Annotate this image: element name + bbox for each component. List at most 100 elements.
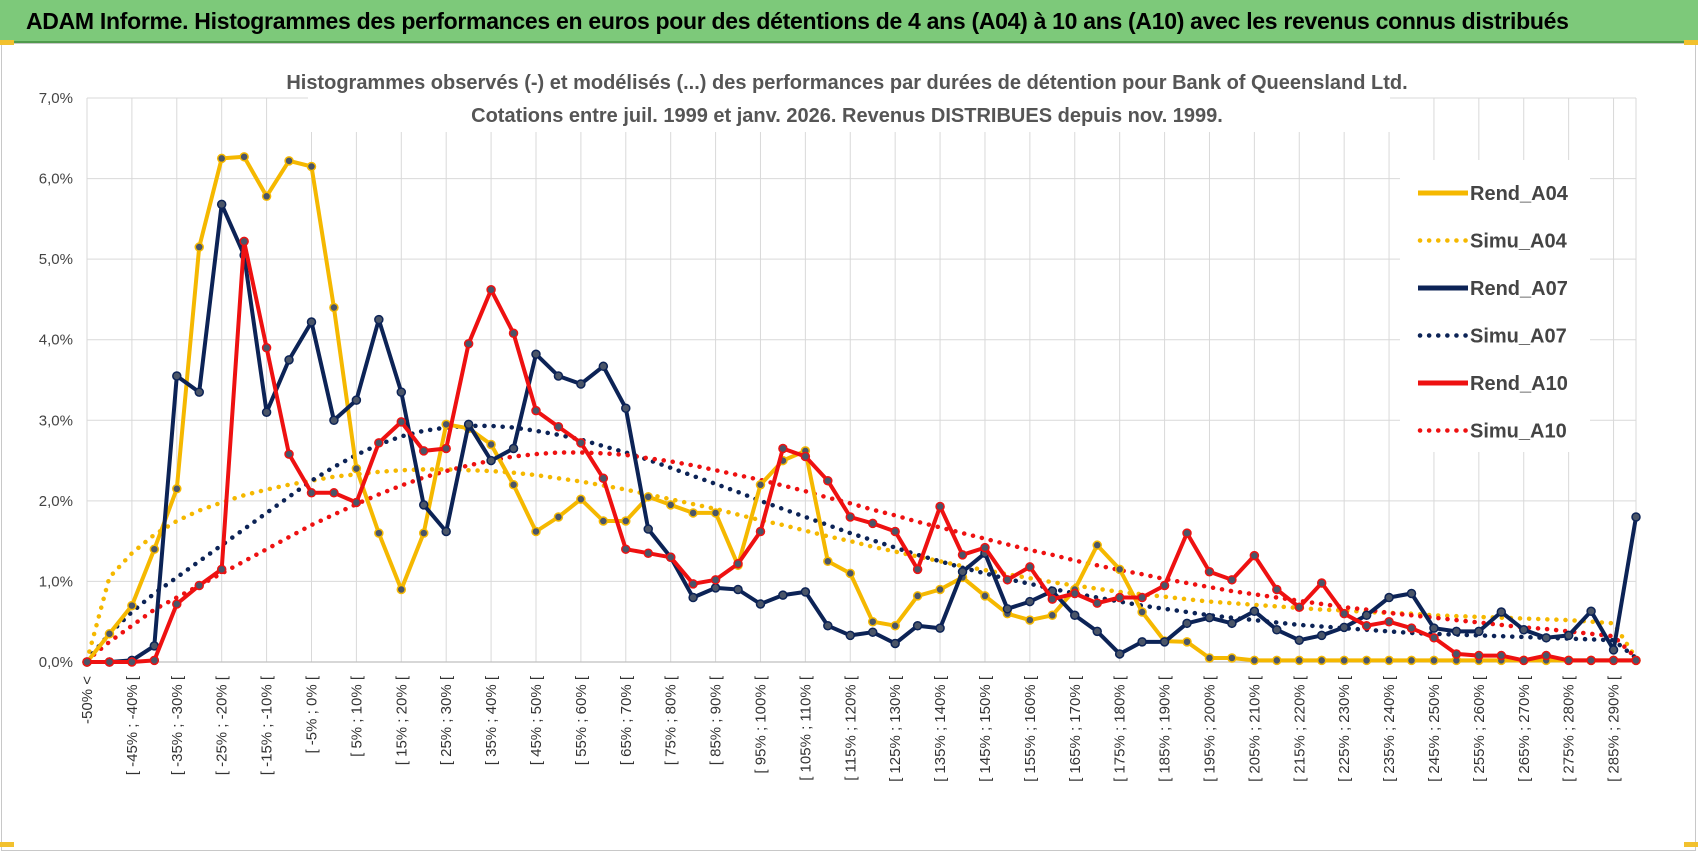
x-tick-label: [ 225% ; 230% [	[1336, 675, 1353, 782]
point-Rend_A04	[1406, 655, 1417, 666]
point-Rend_A10	[1047, 594, 1058, 604]
point-Rend_A10	[688, 579, 698, 589]
legend-label-Simu_A07: Simu_A07	[1470, 326, 1567, 348]
point-Rend_A07	[1519, 625, 1529, 635]
point-Rend_A10	[396, 417, 407, 427]
point-Rend_A10	[172, 599, 182, 609]
point-Rend_A04	[1384, 655, 1394, 666]
point-Rend_A10	[733, 558, 743, 569]
point-Rend_A10	[1316, 578, 1327, 588]
point-Rend_A10	[1092, 598, 1102, 608]
point-Rend_A10	[935, 501, 945, 512]
point-Rend_A10	[845, 512, 856, 522]
point-Rend_A07	[733, 584, 743, 595]
x-tick-label: [ 25% ; 30% [	[438, 675, 455, 765]
point-Rend_A10	[1451, 649, 1462, 659]
point-Rend_A10	[867, 518, 878, 529]
x-tick-label: [ 175% ; 180% [	[1112, 675, 1129, 782]
point-Rend_A07	[598, 361, 609, 372]
point-Rend_A07	[1429, 623, 1439, 633]
x-tick-label: [ 275% ; 280% [	[1561, 675, 1578, 782]
x-tick-label: [ 185% ; 190% [	[1157, 675, 1174, 782]
x-tick-label: [ 45% ; 50% [	[528, 675, 545, 765]
point-Rend_A10	[374, 438, 384, 448]
point-Rend_A10	[1339, 608, 1349, 619]
point-Rend_A04	[1092, 540, 1102, 550]
point-Rend_A10	[1541, 650, 1551, 661]
x-tick-label: [ 235% ; 240% [	[1381, 675, 1398, 782]
point-Rend_A10	[1608, 655, 1619, 666]
point-Rend_A07	[486, 455, 496, 466]
point-Rend_A10	[665, 552, 676, 563]
point-Rend_A07	[172, 371, 182, 381]
point-Rend_A10	[621, 544, 631, 554]
point-Rend_A04	[1339, 655, 1349, 666]
point-Rend_A04	[194, 242, 204, 252]
point-Rend_A07	[957, 567, 968, 577]
point-Rend_A07	[508, 443, 519, 454]
point-Rend_A07	[688, 592, 698, 603]
point-Rend_A04	[172, 484, 182, 494]
report-title: ADAM Informe. Histogrammes des performan…	[26, 8, 1569, 34]
point-Rend_A04	[576, 494, 586, 504]
point-Rend_A04	[867, 616, 878, 627]
chart-title-background	[308, 64, 1390, 132]
x-tick-label: -50% <	[79, 676, 96, 724]
y-tick-label: 7,0%	[39, 90, 73, 107]
point-Rend_A04	[1272, 655, 1282, 666]
point-Rend_A04	[665, 500, 676, 510]
point-Rend_A07	[800, 587, 811, 597]
point-Rend_A04	[329, 302, 339, 313]
point-Rend_A04	[1227, 653, 1237, 663]
y-tick-label: 1,0%	[39, 573, 73, 590]
point-Rend_A10	[1496, 650, 1507, 661]
point-Rend_A04	[643, 492, 653, 502]
point-Rend_A10	[1361, 620, 1372, 631]
point-Rend_A10	[1159, 580, 1170, 591]
point-Rend_A04	[1047, 610, 1058, 621]
x-tick-label: [ 245% ; 250% [	[1426, 675, 1443, 782]
legend-label-Simu_A10: Simu_A10	[1470, 421, 1567, 443]
point-Rend_A04	[486, 439, 496, 450]
point-Rend_A04	[531, 526, 541, 537]
point-Rend_A10	[643, 548, 653, 558]
point-Rend_A04	[1025, 615, 1035, 625]
point-Rend_A07	[216, 199, 227, 210]
point-Rend_A07	[1361, 610, 1372, 621]
point-Rend_A07	[261, 407, 272, 417]
x-tick-label: [ 125% ; 130% [	[887, 675, 904, 782]
point-Rend_A10	[598, 473, 609, 484]
x-tick-label: [ 285% ; 290% [	[1606, 675, 1623, 782]
point-Rend_A07	[1451, 626, 1462, 637]
point-Rend_A04	[755, 479, 766, 490]
x-tick-label: [ 15% ; 20% [	[393, 675, 410, 765]
point-Rend_A04	[1361, 655, 1372, 666]
point-Rend_A07	[441, 526, 451, 537]
point-Rend_A04	[1137, 607, 1147, 617]
point-Rend_A07	[576, 379, 586, 389]
point-Rend_A07	[1608, 645, 1619, 655]
point-Rend_A07	[1339, 622, 1349, 633]
series-Simu_A07	[84, 423, 1639, 663]
point-Rend_A04	[306, 161, 317, 172]
point-Rend_A10	[239, 236, 249, 247]
point-Rend_A10	[980, 542, 990, 553]
point-Rend_A10	[508, 328, 519, 339]
point-Rend_A10	[1429, 633, 1439, 643]
point-Rend_A07	[1002, 604, 1013, 614]
point-Rend_A04	[1182, 637, 1192, 647]
legend-label-Rend_A10: Rend_A10	[1470, 373, 1568, 395]
series-line-Simu_A04	[84, 467, 1639, 663]
series-Rend_A07	[82, 199, 1641, 667]
point-Rend_A04	[980, 591, 990, 601]
x-tick-label: [ 195% ; 200% [	[1201, 675, 1218, 782]
x-tick-label: [ 205% ; 210% [	[1246, 675, 1263, 782]
point-Rend_A04	[1316, 655, 1327, 666]
point-Rend_A04	[912, 591, 923, 601]
point-Rend_A10	[553, 421, 564, 432]
point-Rend_A07	[1474, 626, 1484, 637]
point-Rend_A07	[867, 627, 878, 637]
point-Rend_A07	[778, 590, 788, 600]
point-Rend_A10	[486, 285, 496, 295]
point-Rend_A07	[845, 630, 856, 641]
